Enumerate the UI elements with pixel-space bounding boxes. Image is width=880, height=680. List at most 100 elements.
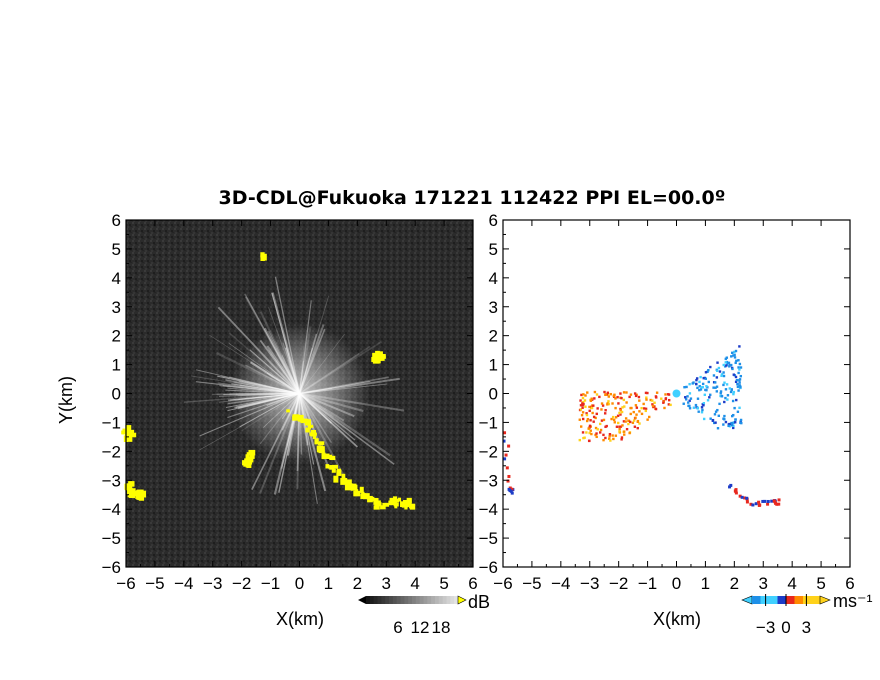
velocity-cell — [685, 398, 688, 401]
velocity-cell — [734, 491, 738, 495]
velocity-cell — [698, 380, 701, 384]
snr-echo-cell — [305, 427, 310, 433]
velocity-y-tick-label: 0 — [489, 385, 498, 404]
velocity-cell — [724, 388, 728, 391]
velocity-cell — [736, 410, 740, 413]
snr-ray — [216, 352, 300, 395]
velocity-cell — [620, 436, 624, 439]
snr-ray — [233, 381, 300, 394]
velocity-cell — [507, 487, 511, 491]
velocity-cell — [731, 399, 735, 403]
velocity-y-tick-label: 3 — [489, 298, 498, 317]
velocity-cell — [749, 502, 753, 506]
velocity-cell — [581, 431, 585, 434]
snr-echo-cell — [329, 465, 335, 470]
snr-echo-cell — [286, 409, 290, 413]
snr-ray — [268, 307, 300, 394]
velocity-cell — [700, 411, 704, 414]
velocity-cell — [640, 412, 644, 416]
velocity-cell — [737, 389, 740, 392]
velocity-cell — [692, 381, 695, 384]
velocity-cell — [738, 345, 741, 348]
snr-x-tick-label: 1 — [324, 574, 333, 593]
velocity-cell — [590, 406, 594, 410]
snr-ray — [244, 293, 301, 394]
velocity-cell — [635, 413, 638, 416]
snr-echo-cell — [126, 430, 130, 437]
velocity-cell — [745, 500, 749, 504]
snr-ray — [222, 385, 300, 394]
velocity-cell — [507, 474, 511, 478]
snr-ray — [227, 392, 300, 419]
velocity-cell — [581, 417, 585, 421]
snr-ray — [298, 300, 312, 394]
snr-echo-cell — [317, 442, 324, 446]
velocity-cell — [716, 427, 720, 430]
snr-echo-cell — [292, 415, 298, 421]
velocity-cell — [625, 401, 628, 404]
snr-colorbar-swatch — [385, 596, 390, 604]
velocity-cell — [621, 406, 624, 409]
velocity-colorbar-swatch — [811, 596, 821, 604]
velocity-cell — [777, 502, 781, 506]
snr-ray — [227, 387, 300, 394]
snr-ray — [268, 349, 300, 394]
velocity-cell — [702, 417, 706, 421]
velocity-cell — [660, 397, 663, 400]
velocity-cell — [706, 399, 710, 402]
velocity-cell — [585, 419, 589, 423]
snr-x-tick-label: −5 — [145, 574, 164, 593]
velocity-cell — [629, 412, 632, 416]
velocity-cell — [774, 501, 778, 505]
velocity-cell — [663, 406, 666, 410]
velocity-cell — [589, 429, 592, 432]
snr-x-tick-label: 6 — [468, 574, 477, 593]
velocity-cell — [722, 383, 725, 387]
velocity-cell — [662, 401, 665, 404]
snr-y-tick-label: −1 — [102, 413, 121, 432]
snr-ray — [267, 330, 301, 394]
snr-ray — [238, 380, 300, 394]
velocity-cell — [503, 457, 507, 461]
velocity-cell — [587, 439, 591, 443]
snr-colorbar-swatch — [366, 596, 371, 604]
snr-ray — [299, 380, 371, 394]
velocity-cell — [732, 390, 736, 394]
snr-colorbar-swatch — [373, 596, 378, 604]
snr-echo-cell — [375, 350, 380, 356]
snr-ray — [299, 392, 364, 413]
snr-echo-cell — [378, 351, 383, 358]
velocity-cell — [628, 431, 631, 435]
velocity-cell — [734, 361, 737, 365]
snr-echo-cell — [308, 424, 314, 428]
velocity-cell — [739, 418, 743, 422]
velocity-cell — [645, 398, 648, 401]
velocity-cell — [621, 424, 624, 427]
snr-x-tick-label: −6 — [116, 574, 135, 593]
velocity-cell — [709, 393, 712, 397]
velocity-cell — [712, 386, 715, 389]
velocity-cell — [611, 402, 614, 405]
velocity-cell — [619, 392, 622, 395]
velocity-cell — [599, 428, 603, 432]
velocity-cell — [718, 370, 722, 373]
velocity-cell — [638, 422, 641, 425]
snr-colorbar-tick-label: 12 — [411, 618, 430, 637]
velocity-cell — [622, 398, 626, 402]
snr-ray — [266, 392, 300, 407]
velocity-colorbar: −3 0 3 ms⁻¹ — [741, 591, 873, 637]
snr-echo-cell — [129, 432, 137, 438]
velocity-cell — [727, 361, 731, 365]
velocity-cell — [582, 400, 585, 404]
snr-echo-cell — [394, 498, 400, 503]
snr-ray — [219, 385, 300, 394]
snr-ray — [259, 339, 301, 395]
velocity-cell — [729, 390, 733, 394]
velocity-cell — [600, 419, 604, 422]
velocity-cell — [634, 416, 637, 419]
velocity-cell — [717, 414, 721, 417]
velocity-cell — [591, 411, 594, 415]
velocity-cell — [737, 366, 740, 369]
snr-colorbar-swatch — [438, 596, 444, 604]
